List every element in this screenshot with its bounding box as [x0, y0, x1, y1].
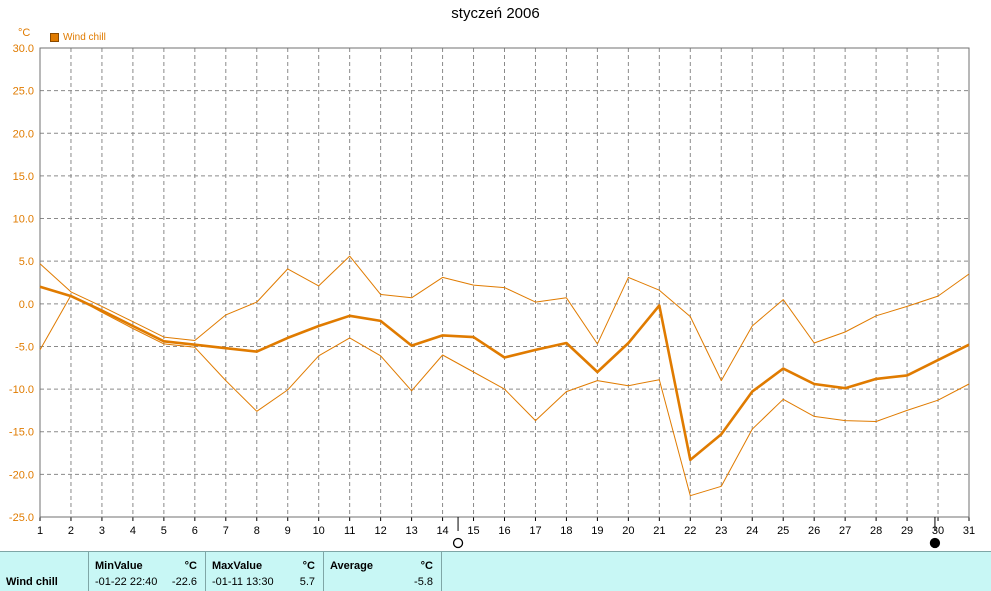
- x-tick-label: 28: [870, 525, 882, 537]
- legend-label: Wind chill: [63, 32, 106, 43]
- y-tick-label: -25.0: [9, 512, 34, 524]
- x-tick-label: 21: [653, 525, 665, 537]
- y-tick-label: -5.0: [15, 341, 34, 353]
- legend: Wind chill: [50, 32, 106, 43]
- y-axis-unit: °C: [18, 27, 31, 39]
- x-tick-label: 9: [285, 525, 291, 537]
- x-tick-label: 16: [498, 525, 510, 537]
- x-tick-label: 12: [375, 525, 387, 537]
- x-tick-label: 24: [746, 525, 758, 537]
- x-tick-label: 5: [161, 525, 167, 537]
- stats-series-cell: Wind chill: [0, 552, 89, 591]
- y-tick-label: 10.0: [13, 214, 34, 226]
- x-tick-label: 1: [37, 525, 43, 537]
- x-tick-label: 19: [591, 525, 603, 537]
- stats-min-cell: MinValue °C -01-22 22:40 -22.6: [89, 552, 206, 591]
- y-tick-label: -15.0: [9, 427, 34, 439]
- stats-table: Wind chill MinValue °C -01-22 22:40 -22.…: [0, 551, 991, 591]
- series-line-average: [39, 285, 970, 462]
- plot-border: [39, 47, 970, 518]
- x-tick-label: 13: [405, 525, 417, 537]
- x-tick-label: 20: [622, 525, 634, 537]
- max-time: -01-11 13:30: [212, 576, 274, 588]
- legend-swatch: [50, 33, 59, 42]
- y-tick-label: -20.0: [9, 469, 34, 481]
- x-tick-label: 3: [99, 525, 105, 537]
- min-time: -01-22 22:40: [95, 576, 158, 588]
- x-tick-label: 29: [901, 525, 913, 537]
- max-value: 5.7: [299, 576, 315, 588]
- y-tick-label: 5.0: [19, 256, 34, 268]
- y-tick-label: 20.0: [13, 128, 34, 140]
- y-tick-label: 30.0: [13, 43, 34, 55]
- stats-max-cell: MaxValue °C -01-11 13:30 5.7: [206, 552, 324, 591]
- avg-value: -5.8: [414, 576, 433, 588]
- stats-avg-cell: Average °C -5.8: [324, 552, 442, 591]
- min-header: MinValue: [95, 560, 143, 572]
- x-tick-label: 4: [130, 525, 136, 537]
- x-tick-label: 18: [560, 525, 572, 537]
- new-moon-icon: [929, 537, 941, 549]
- x-tick-label: 26: [808, 525, 820, 537]
- x-tick-label: 7: [223, 525, 229, 537]
- x-tick-label: 31: [963, 525, 975, 537]
- x-tick-label: 17: [529, 525, 541, 537]
- x-tick-label: 30: [932, 525, 944, 537]
- x-tick-label: 23: [715, 525, 727, 537]
- max-unit: °C: [302, 560, 315, 572]
- x-tick-label: 22: [684, 525, 696, 537]
- series-line-max: [39, 255, 970, 382]
- x-tick-label: 8: [254, 525, 260, 537]
- avg-unit: °C: [420, 560, 433, 572]
- min-value: -22.6: [171, 576, 197, 588]
- x-tick-label: 2: [68, 525, 74, 537]
- x-tick-label: 25: [777, 525, 789, 537]
- min-unit: °C: [184, 560, 197, 572]
- x-tick-label: 14: [436, 525, 448, 537]
- chart-plot: 30.0 25.0 20.0 15.0 10.0 5.0 0.0 -5.0 -10.0 -15.0…: [9, 43, 975, 549]
- x-tick-label: 11: [344, 525, 355, 537]
- series-line-min: [39, 294, 970, 497]
- avg-header: Average: [330, 560, 374, 572]
- y-tick-label: 15.0: [13, 171, 34, 183]
- x-tick-label: 15: [467, 525, 479, 537]
- stats-series-label: Wind chill: [6, 576, 58, 588]
- x-tick-label: 10: [313, 525, 325, 537]
- full-moon-icon: [452, 537, 464, 549]
- chart-title: styczeń 2006: [451, 5, 540, 22]
- x-tick-label: 6: [192, 525, 198, 537]
- max-header: MaxValue: [212, 560, 263, 572]
- x-tick-label: 27: [839, 525, 851, 537]
- y-tick-label: -10.0: [9, 384, 34, 396]
- y-tick-label: 25.0: [13, 86, 34, 98]
- y-tick-label: 0.0: [19, 299, 34, 311]
